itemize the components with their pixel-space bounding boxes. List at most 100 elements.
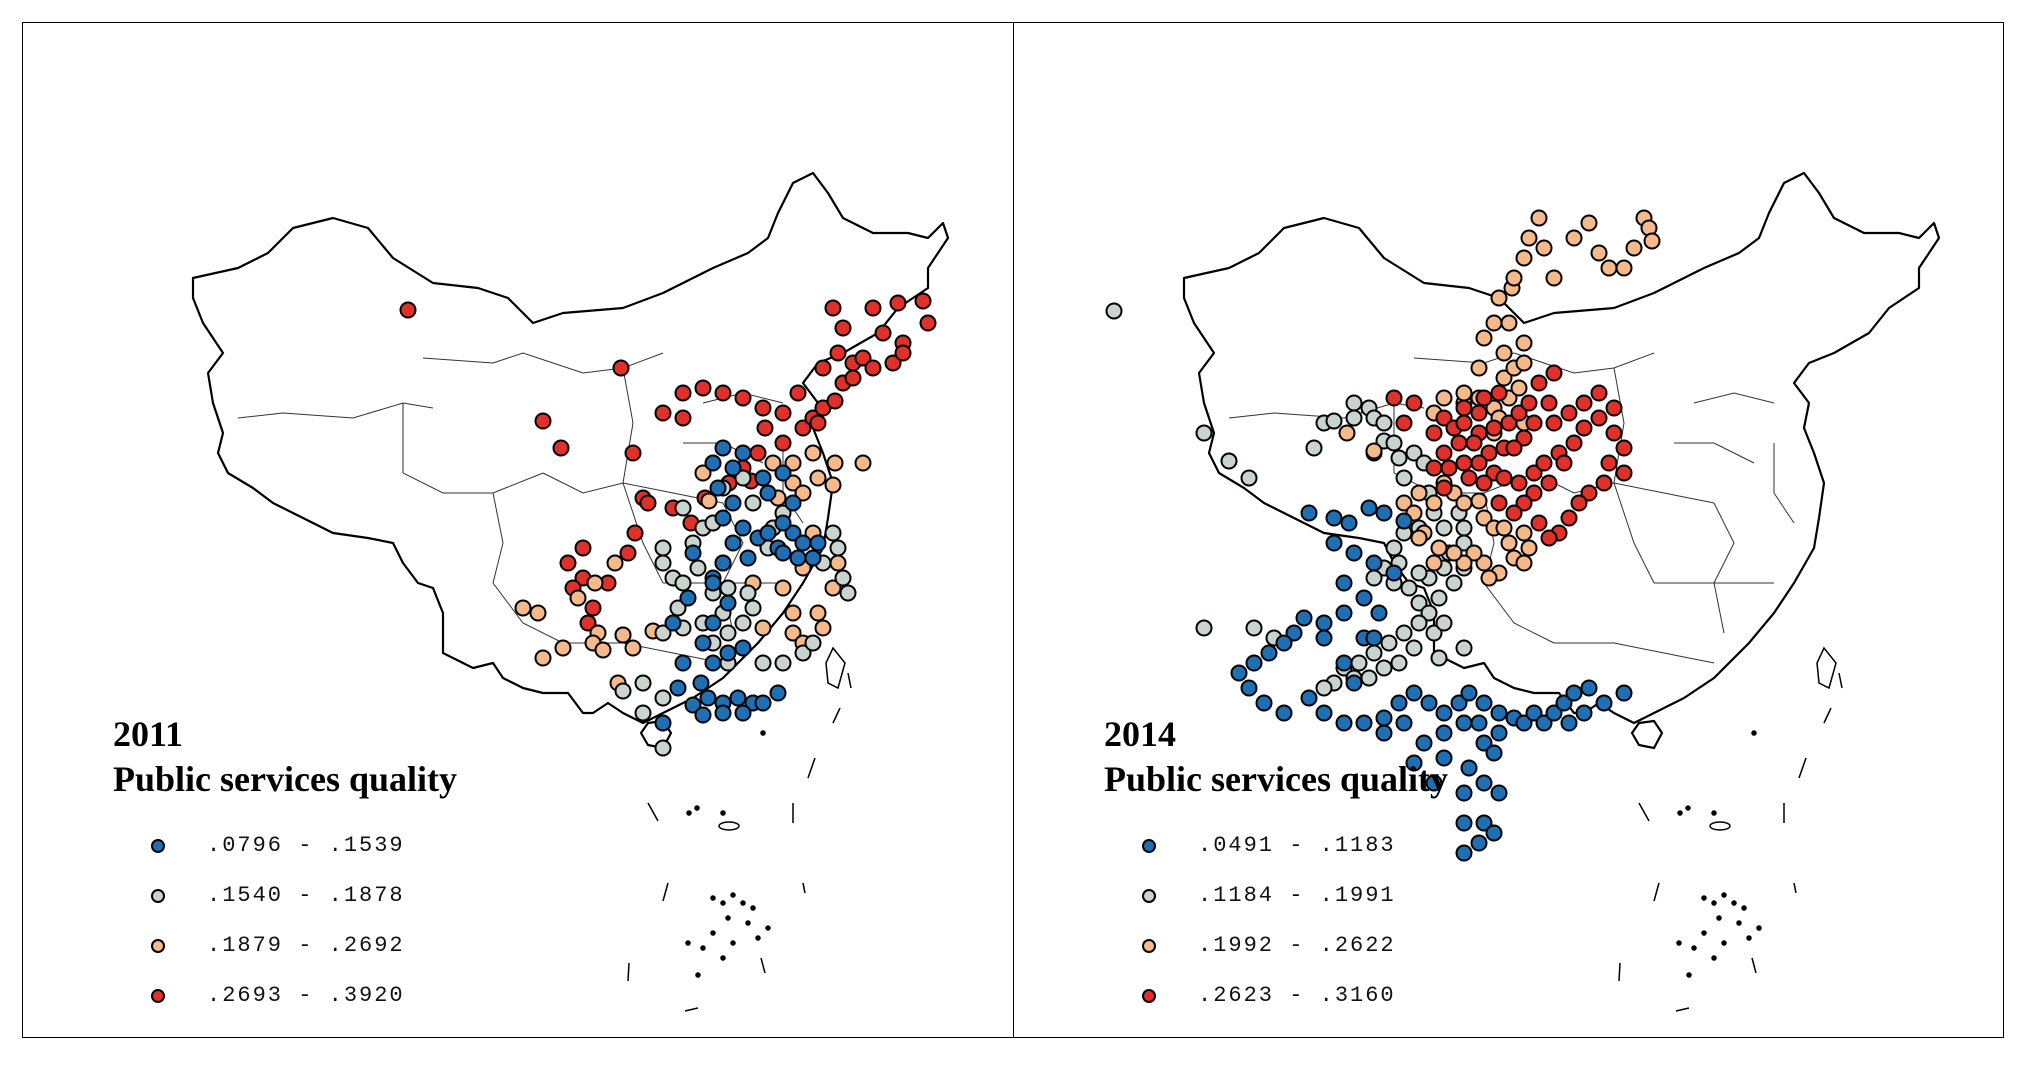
city-point [1455,494,1473,512]
city-point [1510,379,1528,397]
city-point [804,444,822,462]
city-point [1345,409,1363,427]
city-point [1405,754,1423,772]
city-point [654,624,672,642]
city-point [684,544,702,562]
china-map-2014 [1105,171,1941,1012]
city-point [1305,439,1323,457]
legend-swatch-grey [1142,889,1156,903]
city-point [784,494,802,512]
city-point [1435,704,1453,722]
city-point [1490,724,1508,742]
city-point [569,589,587,607]
city-point [744,494,762,512]
city-point [534,412,552,430]
city-point [606,554,624,572]
city-point [1545,269,1563,287]
city-point [1475,554,1493,572]
city-point [1470,404,1488,422]
legend-item-4: .2623 - .3160 [1142,981,1394,1011]
city-point [1475,389,1493,407]
city-point [889,294,907,312]
city-point [1395,494,1413,512]
city-point [719,579,737,597]
city-point [1535,714,1553,732]
city-point [1555,694,1573,712]
city-point [1590,384,1608,402]
city-point [1375,724,1393,742]
city-point [514,599,532,617]
city-point [809,469,827,487]
city-point [534,649,552,667]
city-point [1240,469,1258,487]
city-point [729,689,747,707]
city-point [754,469,772,487]
city-point [774,579,792,597]
city-point [1410,484,1428,502]
city-point [789,384,807,402]
city-point [1500,414,1518,432]
city-point [1365,644,1383,662]
city-point [694,464,712,482]
city-point [1565,229,1583,247]
city-point [654,739,672,757]
city-point [1385,389,1403,407]
city-point [1455,714,1473,732]
city-point [1435,389,1453,407]
city-point [1345,394,1363,412]
city-point [844,369,862,387]
city-point [1355,589,1373,607]
city-point [1338,424,1356,442]
city-point [1345,674,1363,692]
city-point [709,479,727,497]
city-point [1595,474,1613,492]
legend-label: .1540 - .1878 [207,883,405,908]
city-point [1455,519,1473,537]
city-point [669,599,687,617]
city-point [1255,694,1273,712]
city-point [674,654,692,672]
city-point [739,584,757,602]
city-point [734,614,752,632]
city-point [1435,614,1453,632]
city-point [1455,414,1473,432]
city-point [689,559,707,577]
city-point [1430,539,1448,557]
city-point [744,599,762,617]
city-point [774,514,792,532]
city-point [1470,714,1488,732]
legend-item-3: .1879 - .2692 [151,931,403,961]
city-point [1395,624,1413,642]
city-point [1345,544,1363,562]
city-point [1425,424,1443,442]
city-point [1380,634,1398,652]
city-point [529,604,547,622]
city-point [1410,564,1428,582]
city-point [1455,384,1473,402]
legend-label: .2623 - .3160 [1198,983,1396,1008]
city-point [1315,629,1333,647]
city-point [1355,714,1373,732]
city-point [1400,579,1418,597]
city-point [1455,814,1473,832]
city-point [774,434,792,452]
city-point [809,534,827,552]
city-point [714,439,732,457]
city-point [854,454,872,472]
city-point [914,292,932,310]
city-point [674,499,692,517]
city-point [784,604,802,622]
city-point [679,589,697,607]
city-point [624,639,642,657]
city-point [1525,464,1543,482]
city-point [1435,444,1453,462]
city-point [1615,464,1633,482]
city-point [674,574,692,592]
city-point [1560,509,1578,527]
city-point [1370,604,1388,622]
city-point [1545,414,1563,432]
city-point [624,444,642,462]
city-point [1475,509,1493,527]
city-point [1530,374,1548,392]
city-point [1375,659,1393,677]
